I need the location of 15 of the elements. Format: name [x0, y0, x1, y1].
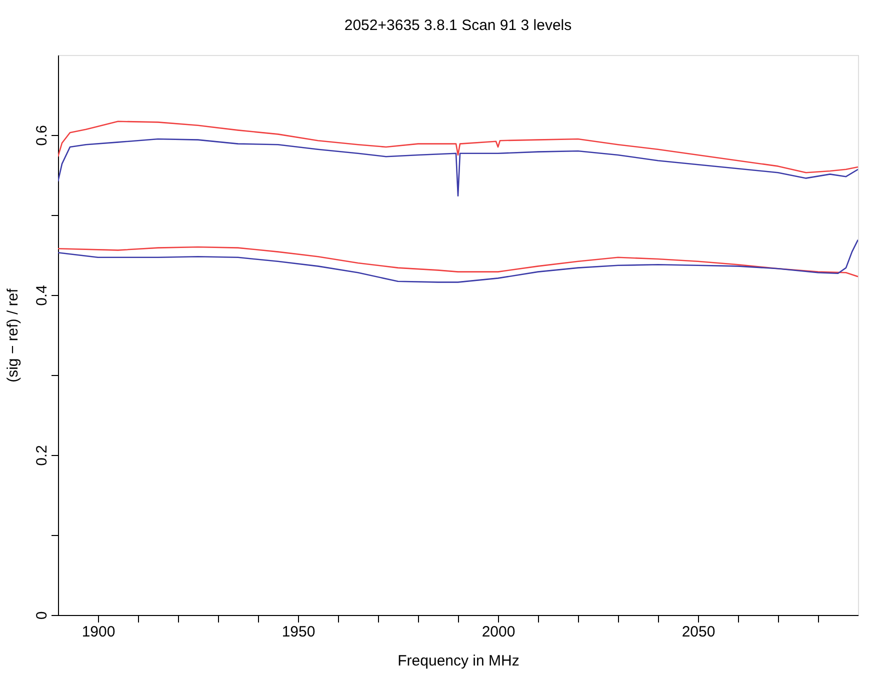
y-tick-label: 0.2: [34, 445, 50, 466]
y-tick-label: 0.4: [34, 285, 50, 306]
line-series: [58, 120, 858, 174]
line-series: [58, 138, 858, 196]
chart-title: 2052+3635 3.8.1 Scan 91 3 levels: [344, 17, 572, 34]
y-tick-label: 0.6: [34, 125, 50, 146]
x-axis-title: Frequency in MHz: [398, 652, 520, 670]
x-tick-label: 2050: [682, 624, 716, 640]
x-tick-label: 1900: [82, 624, 116, 640]
line-series: [58, 246, 858, 278]
y-tick-label: 0: [34, 611, 50, 620]
x-tick-label: 2000: [482, 624, 516, 640]
y-axis-title: (sig − ref) / ref: [4, 288, 22, 382]
x-tick-label: 1950: [282, 624, 316, 640]
line-series: [58, 239, 858, 283]
